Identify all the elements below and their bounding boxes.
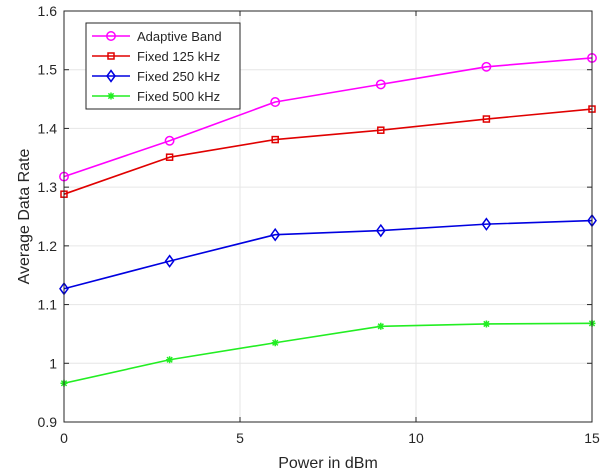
legend-item-0: Adaptive Band [92, 29, 222, 44]
legend-label: Fixed 250 kHz [137, 69, 220, 84]
x-tick-label: 10 [408, 430, 424, 446]
data-point [271, 339, 279, 347]
data-point [165, 153, 174, 161]
data-point [482, 320, 490, 328]
series-line-3 [63, 322, 593, 385]
data-point [271, 135, 279, 144]
legend-marker [106, 31, 116, 41]
series-line-2 [63, 219, 593, 290]
series-3 [60, 319, 596, 387]
legend-label: Fixed 125 kHz [137, 49, 220, 64]
x-tick-label: 5 [236, 430, 244, 446]
legend: Adaptive Band Fixed 125 kHz Fixed 250 kHz F… [85, 22, 241, 110]
legend-item-1: Fixed 125 kHz [92, 49, 220, 64]
y-tick-label: 0.9 [38, 414, 58, 430]
axis-ticks: 0 5 10 15 0.9 1 1.1 1.2 1.3 1.4 1.5 1.6 [38, 3, 600, 446]
legend-item-3: Fixed 500 kHz [92, 89, 220, 104]
data-point [270, 97, 281, 107]
legend-label: Adaptive Band [137, 29, 222, 44]
y-tick-label: 1.4 [38, 120, 58, 136]
series-line-0 [63, 57, 593, 178]
series-line-1 [63, 108, 593, 195]
series-1 [60, 105, 596, 198]
legend-item-2: Fixed 250 kHz [92, 69, 220, 84]
x-tick-label: 0 [60, 430, 68, 446]
data-point [166, 356, 174, 364]
plot-frame [63, 10, 593, 423]
data-point [375, 79, 386, 90]
data-point [377, 126, 385, 134]
data-point [377, 322, 385, 330]
data-point [375, 223, 386, 238]
y-tick-label: 1.2 [38, 238, 58, 254]
legend-marker [107, 92, 115, 100]
data-point [481, 61, 492, 72]
data-point [164, 135, 175, 146]
data-point [481, 217, 492, 231]
data-point [270, 227, 281, 242]
data-point [164, 254, 175, 268]
y-tick-label: 1.3 [38, 179, 58, 195]
legend-marker [107, 52, 115, 60]
y-tick-label: 1.6 [38, 3, 58, 19]
series-2 [59, 213, 597, 296]
legend-label: Fixed 500 kHz [137, 89, 220, 104]
x-axis-title: Power in dBm [278, 455, 378, 472]
y-tick-label: 1.1 [38, 297, 58, 313]
data-point [482, 115, 491, 123]
y-axis-title: Average Data Rate [16, 149, 33, 285]
x-tick-label: 15 [584, 430, 600, 446]
y-tick-label: 1.5 [38, 62, 58, 78]
y-tick-label: 1 [49, 355, 57, 371]
legend-marker [106, 69, 116, 83]
